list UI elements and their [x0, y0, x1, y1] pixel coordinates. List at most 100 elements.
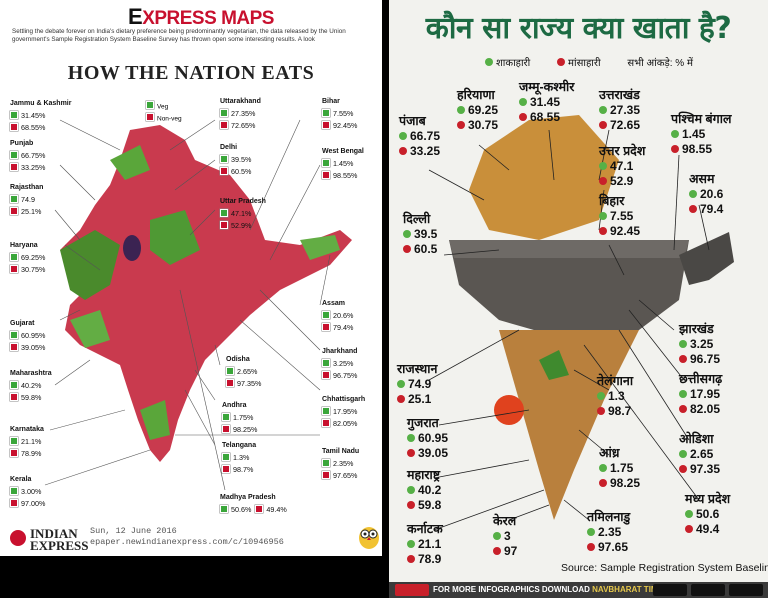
state-name: Delhi: [220, 144, 238, 151]
edition-date: Sun, 12 June 2016: [90, 526, 177, 536]
legend-note: सभी आंकड़े: % में: [627, 58, 693, 69]
nonveg-value: 78.9%: [21, 449, 42, 458]
veg-dot: [485, 58, 493, 66]
state-name: पंजाब: [399, 114, 426, 128]
state-bihar: Bihar 7.55% 92.45%: [322, 96, 357, 132]
logo-line2: EXPRESS: [30, 538, 89, 553]
nonveg-row: 78.9: [407, 552, 443, 567]
state-name: जम्मू-कश्मीर: [519, 80, 575, 94]
veg-row: 69.25%: [10, 252, 45, 264]
east-region: [679, 232, 734, 285]
state-karnataka: Karnataka 21.1% 78.9%: [10, 424, 44, 460]
legend-nonveg-label: मांसाहारी: [568, 58, 601, 69]
state-delhi: Delhi 39.5% 60.5%: [220, 142, 251, 178]
north-region-food: [469, 115, 619, 240]
green-leaf-central: [150, 210, 200, 265]
veg-value: 1.75: [610, 461, 634, 475]
state-tn: तमिलनाडु 2.35 97.65: [587, 510, 630, 555]
nonveg-value: 98.25: [610, 476, 641, 490]
nonveg-value: 97.65: [598, 540, 629, 554]
windows-store-icon[interactable]: [729, 584, 763, 596]
left-bottom-margin: [0, 556, 382, 598]
state-rajasthan: Rajasthan 74.9 25.1%: [10, 182, 43, 218]
state-jk: Jammu & Kashmir 31.45% 68.55%: [10, 98, 71, 134]
state-name: Chhattisgarh: [322, 396, 366, 403]
state-name: मध्य प्रदेश: [685, 492, 731, 506]
veg-row: 20.6: [689, 187, 723, 202]
veg-row: 1.75%: [222, 412, 257, 424]
state-name: तेलंगाना: [597, 374, 634, 388]
veg-row: 3.25%: [322, 358, 357, 370]
legend-nonveg: मांसाहारी: [557, 58, 613, 69]
nonveg-row: 52.9%: [220, 220, 266, 232]
express-maps-brand: EXPRESS MAPS: [128, 4, 274, 30]
nonveg-value: 97.65%: [333, 471, 358, 480]
app-store-icon[interactable]: [653, 584, 687, 596]
veg-row: 21.1%: [10, 436, 44, 448]
nonveg-row: 25.1%: [10, 206, 43, 218]
veg-row: 66.75%: [10, 150, 45, 162]
state-mp: Madhya Pradesh 50.6% 49.4%: [220, 492, 287, 516]
veg-value: 1.45: [682, 127, 706, 141]
veg-value: 39.5: [414, 227, 438, 241]
legend-veg: Veg: [146, 101, 182, 113]
india-outline-shape: [60, 125, 352, 462]
state-name: Andhra: [222, 402, 247, 409]
legend-veg: शाकाहारी: [485, 58, 542, 69]
state-name: असम: [689, 172, 715, 186]
veg-value: 47.1%: [231, 209, 252, 218]
source-note: Source: Sample Registration System Basel…: [561, 562, 768, 574]
state-name: उत्तराखंड: [599, 88, 640, 102]
state-telangana: Telangana 1.3% 98.7%: [222, 440, 256, 476]
veg-value: 2.35: [598, 525, 622, 539]
state-gujarat: गुजरात 60.95 39.05: [407, 416, 448, 461]
state-name: Bihar: [322, 98, 340, 105]
veg-row: 2.65%: [226, 366, 261, 378]
state-name: Assam: [322, 300, 345, 307]
veg-value: 69.25%: [21, 253, 46, 262]
food-map-illustration: [428, 115, 734, 531]
veg-value: 74.9: [21, 195, 35, 204]
state-jharkhand: झारखंड 3.25 96.75: [679, 322, 720, 367]
state-name: छत्तीसगढ़: [679, 372, 723, 386]
state-name: Karnataka: [10, 426, 44, 433]
veg-value: 7.55: [610, 209, 634, 223]
veg-value: 21.1: [418, 537, 442, 551]
nonveg-row: 60.5: [403, 242, 437, 257]
veg-row: 39.5: [403, 227, 437, 242]
veg-row: 69.25: [457, 103, 498, 118]
nonveg-row: 98.55%: [322, 170, 364, 182]
nonveg-value: 72.65%: [231, 121, 256, 130]
nonveg-value: 25.1: [408, 392, 432, 406]
legend-veg-label: Veg: [157, 103, 169, 111]
nonveg-value: 92.45: [610, 224, 641, 238]
epaper-footer: Sun, 12 June 2016 epaper.newindianexpres…: [90, 526, 284, 548]
veg-row: 21.1: [407, 537, 443, 552]
nonveg-row: 59.8: [407, 498, 441, 513]
veg-row: 7.55: [599, 209, 640, 224]
veg-row: 74.9: [10, 194, 43, 206]
state-uttarakhand: उत्तराखंड 27.35 72.65: [599, 88, 640, 133]
veg-row: 17.95%: [322, 406, 365, 418]
veg-value: 17.95%: [333, 407, 358, 416]
nonveg-row: 72.65: [599, 118, 640, 133]
veg-row: 74.9: [397, 377, 437, 392]
page-title: HOW THE NATION EATS: [67, 62, 315, 84]
nonveg-row: 30.75: [457, 118, 498, 133]
epaper-url[interactable]: epaper.newindianexpress.com/c/10946956: [90, 537, 284, 547]
nonveg-row: 59.8%: [10, 392, 52, 404]
page-title: कौन सा राज्य क्या खाता है?: [425, 11, 732, 46]
state-name: कर्नाटक: [407, 522, 443, 536]
state-wb: पश्चिम बंगाल 1.45 98.55: [671, 112, 731, 157]
google-play-icon[interactable]: [691, 584, 725, 596]
green-leaf-east: [300, 235, 340, 260]
state-chhattisgarh: छत्तीसगढ़ 17.95 82.05: [679, 372, 722, 417]
logo-line1: INDIAN: [30, 526, 78, 541]
plate-band-top: [449, 240, 689, 258]
nonveg-value: 79.4: [700, 202, 724, 216]
veg-value: 47.1: [610, 159, 634, 173]
app-download-banner[interactable]: FOR MORE INFOGRAPHICS DOWNLOAD NAVBHARAT…: [389, 582, 768, 598]
banner-app-name[interactable]: NAVBHARAT TIMES APP: [592, 585, 687, 594]
nonveg-row: 98.7%: [222, 464, 256, 476]
veg-value: 3.25%: [333, 359, 354, 368]
